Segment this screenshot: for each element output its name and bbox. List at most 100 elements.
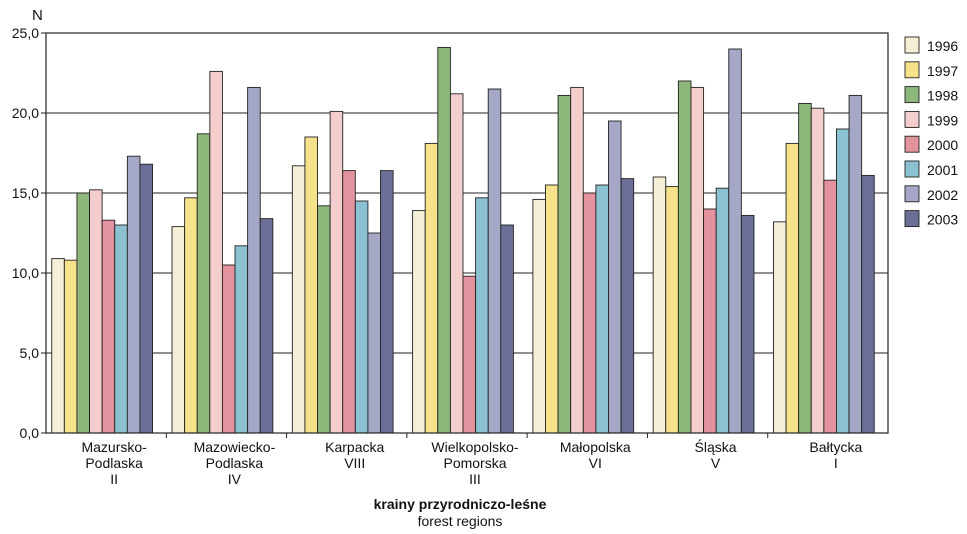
bar-1997-5 xyxy=(665,186,679,434)
category-label: Wielkopolsko- xyxy=(431,439,518,455)
legend-label-2000: 2000 xyxy=(927,137,958,153)
legend-label-2003: 2003 xyxy=(927,212,958,228)
bar-2002-3 xyxy=(487,88,502,434)
legend-swatch-2000 xyxy=(904,135,920,153)
category-label: Podlaska xyxy=(85,455,143,471)
bar-1997-2 xyxy=(304,136,318,434)
legend-swatch-2001 xyxy=(904,160,920,178)
category-label: I xyxy=(834,455,838,471)
bar-2000-4 xyxy=(582,192,597,434)
bar-1996-2 xyxy=(291,165,306,434)
bar-1998-5 xyxy=(677,80,692,434)
bar-2002-0 xyxy=(126,155,141,434)
bar-1998-4 xyxy=(557,94,572,434)
plot-frame xyxy=(45,32,889,434)
axes xyxy=(41,32,889,438)
category-label: VI xyxy=(589,455,602,471)
bar-2001-2 xyxy=(354,200,369,434)
bar-1999-0 xyxy=(89,189,103,434)
legend-swatch-1999 xyxy=(904,110,920,128)
bar-2002-2 xyxy=(367,232,381,434)
y-tick-label: 10,0 xyxy=(12,265,39,281)
bar-2001-6 xyxy=(836,128,850,434)
y-tick-label: 5,0 xyxy=(20,345,40,361)
category-labels: Mazursko-PodlaskaIIMazowiecko-PodlaskaIV… xyxy=(81,438,862,487)
category-label: VIII xyxy=(344,455,365,471)
legend-swatch-1997 xyxy=(904,61,920,79)
bar-1997-6 xyxy=(785,142,800,434)
category-label: Mazowiecko- xyxy=(194,439,276,455)
y-axis-label: N xyxy=(32,7,43,24)
y-tick-label: 15,0 xyxy=(12,185,39,201)
category-label: Pomorska xyxy=(443,455,506,471)
legend-swatch-1998 xyxy=(904,86,920,104)
bar-2000-6 xyxy=(823,179,837,434)
bar-1999-3 xyxy=(449,93,464,434)
legend-swatch-1996 xyxy=(904,36,920,54)
bar-2000-5 xyxy=(703,208,717,434)
category-label: Mazursko- xyxy=(81,439,147,455)
category-label: V xyxy=(711,455,721,471)
legend-label-2001: 2001 xyxy=(927,162,958,178)
y-tick-label: 20,0 xyxy=(12,105,39,121)
bar-2001-1 xyxy=(234,245,249,434)
bar-2003-4 xyxy=(620,178,635,434)
legend-swatch-2003 xyxy=(904,210,920,228)
bar-1999-4 xyxy=(570,86,584,434)
bar-2003-0 xyxy=(139,163,153,434)
bar-1999-2 xyxy=(329,110,344,434)
bar-2000-2 xyxy=(342,170,356,434)
bar-1997-4 xyxy=(545,184,559,434)
category-label: Podlaska xyxy=(206,455,264,471)
bar-2002-1 xyxy=(247,86,261,434)
bar-2001-0 xyxy=(114,224,128,434)
category-label: Bałtycka xyxy=(809,439,862,455)
bar-1998-2 xyxy=(317,205,331,434)
bar-1998-3 xyxy=(437,46,451,434)
bar-2001-4 xyxy=(595,184,609,434)
bar-1997-1 xyxy=(184,197,198,434)
legend-swatch-2002 xyxy=(904,185,920,203)
legend-label-1998: 1998 xyxy=(927,88,958,104)
legend-label-1996: 1996 xyxy=(927,38,958,54)
bar-2000-0 xyxy=(101,219,116,434)
legend-label-1997: 1997 xyxy=(927,63,958,79)
bars xyxy=(51,46,875,434)
bar-1996-5 xyxy=(652,176,667,434)
bar-1999-6 xyxy=(810,107,825,434)
bar-1998-1 xyxy=(196,133,211,434)
bar-2002-5 xyxy=(728,48,742,434)
bar-2003-2 xyxy=(380,170,394,434)
bar-2003-6 xyxy=(861,174,875,434)
category-label: Małopolska xyxy=(560,439,631,455)
legend: 1996 1997 1998 1999 2000 2001 2002 2003 xyxy=(904,36,958,228)
bar-2003-5 xyxy=(740,214,755,434)
category-label: IV xyxy=(228,471,242,487)
bar-2003-1 xyxy=(259,218,274,434)
bar-2000-3 xyxy=(462,275,477,434)
x-axis-label: krainy przyrodniczo-leśne xyxy=(374,496,547,512)
bar-1999-1 xyxy=(209,70,223,434)
legend-label-2002: 2002 xyxy=(927,187,958,203)
y-tick-labels: 0,0 5,0 10,0 15,0 20,0 25,0 xyxy=(12,25,39,441)
bar-1996-3 xyxy=(412,210,426,434)
bar-1998-6 xyxy=(798,102,812,434)
bar-1996-6 xyxy=(773,221,787,434)
y-tick-label: 25,0 xyxy=(12,25,39,41)
category-label: Karpacka xyxy=(325,439,384,455)
bar-1999-5 xyxy=(690,86,705,434)
y-tick-label: 0,0 xyxy=(20,425,40,441)
bar-1997-3 xyxy=(424,142,439,434)
category-label: Śląska xyxy=(695,438,737,455)
category-label: II xyxy=(110,471,118,487)
bar-2001-3 xyxy=(475,197,489,434)
bar-1996-4 xyxy=(532,198,546,434)
bar-1998-0 xyxy=(76,192,90,434)
bar-2003-3 xyxy=(500,224,514,434)
bar-2000-1 xyxy=(221,264,236,434)
legend-label-1999: 1999 xyxy=(927,112,958,128)
bar-2001-5 xyxy=(715,187,730,434)
bar-1996-1 xyxy=(171,226,186,434)
bar-2002-4 xyxy=(608,120,622,434)
